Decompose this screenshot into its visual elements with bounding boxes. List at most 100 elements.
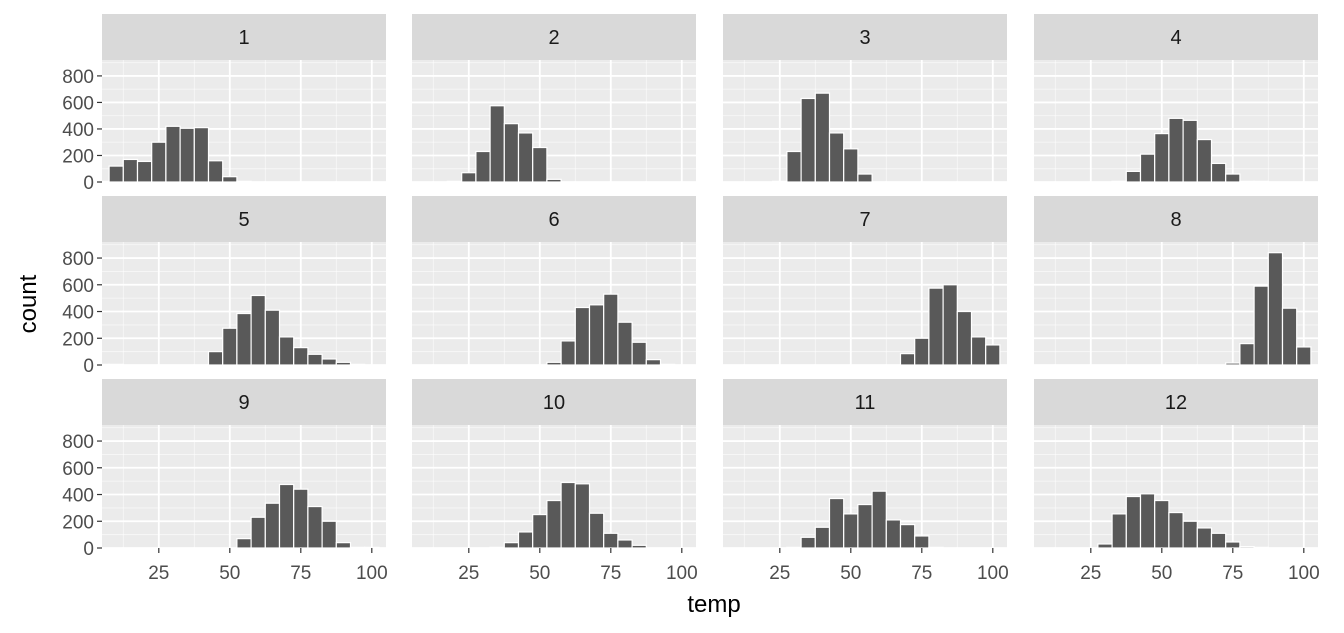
facet-strip <box>412 14 696 60</box>
histogram-bar <box>617 539 633 549</box>
histogram-bar <box>1196 138 1213 183</box>
histogram-bar <box>264 309 281 366</box>
facet-strip-label: 11 <box>855 392 876 414</box>
facet-panel-11: 11 25 50 75 100 <box>723 379 1009 584</box>
histogram-bar <box>786 150 802 183</box>
facet-strip <box>723 14 1007 60</box>
histogram-bar <box>461 172 477 183</box>
histogram-bar <box>364 546 380 549</box>
y-tick-label: 800 <box>62 249 94 270</box>
x-tick-label: 75 <box>911 563 932 584</box>
histogram-bar <box>871 490 887 549</box>
facet-strip <box>102 14 386 60</box>
y-tick-label: 800 <box>62 67 94 88</box>
histogram-bar <box>108 363 124 366</box>
histogram-bar <box>349 546 366 549</box>
facet-strip-label: 5 <box>238 209 249 231</box>
histogram-bar <box>800 97 816 183</box>
y-tick-label: 600 <box>62 93 94 114</box>
facet-strip-label: 9 <box>238 392 249 414</box>
facet-panel-6: 6 <box>412 196 696 366</box>
facet-strip <box>102 196 386 242</box>
facet-panel-4: 4 <box>1034 14 1318 183</box>
histogram-bar <box>857 503 873 549</box>
histogram-bar <box>899 524 916 549</box>
histogram-bar <box>307 353 323 366</box>
y-tick-label: 0 <box>83 539 94 560</box>
panel-background <box>412 60 696 182</box>
histogram-bar <box>1225 173 1241 183</box>
histogram-bar <box>885 519 902 549</box>
facet-strip-label: 3 <box>859 27 870 49</box>
histogram-bar <box>278 483 295 549</box>
histogram-bar <box>122 158 139 183</box>
histogram-bar <box>914 535 930 549</box>
histogram-bar <box>532 513 548 549</box>
histogram-bar <box>1296 346 1312 366</box>
y-tick-label: 400 <box>62 120 94 141</box>
histogram-bar <box>222 176 238 183</box>
x-tick-label: 100 <box>977 563 1009 584</box>
x-tick-label: 25 <box>458 563 479 584</box>
histogram-bar <box>307 505 323 549</box>
panel-background <box>102 425 386 548</box>
histogram-bar <box>928 287 944 366</box>
histogram-bar <box>659 363 676 366</box>
histogram-bar <box>899 353 916 366</box>
histogram-bar <box>236 538 252 549</box>
histogram-bar <box>1225 541 1241 549</box>
histogram-bar <box>151 141 167 183</box>
histogram-bar <box>546 178 562 183</box>
histogram-bar <box>928 546 944 549</box>
facet-strip-label: 2 <box>548 27 559 49</box>
histogram-bar <box>335 361 352 366</box>
facet-strip <box>412 196 696 242</box>
y-tick-label: 0 <box>83 173 94 194</box>
x-tick-label: 25 <box>769 563 790 584</box>
panel-background <box>412 242 696 365</box>
histogram-bar <box>645 359 662 366</box>
facet-strip-label: 12 <box>1165 392 1187 414</box>
histogram-bar <box>1139 153 1156 183</box>
histogram-bar <box>517 531 534 549</box>
histogram-bar <box>293 488 309 549</box>
histogram-bar <box>236 312 252 366</box>
histogram-bar <box>1111 180 1127 183</box>
histogram-bar <box>250 516 266 549</box>
histogram-bar <box>349 363 366 366</box>
x-tick-label: 100 <box>1288 563 1320 584</box>
histogram-bar <box>588 512 605 549</box>
x-axis-title: temp <box>687 591 740 618</box>
histogram-bar <box>828 497 845 549</box>
y-tick-label: 400 <box>62 486 94 507</box>
facet-strip <box>723 379 1007 425</box>
histogram-bar <box>1125 495 1142 549</box>
histogram-bar <box>321 358 337 366</box>
histogram-bar <box>914 337 930 366</box>
histogram-bar <box>1125 170 1142 183</box>
histogram-bar <box>101 363 110 366</box>
histogram-bar <box>101 180 110 183</box>
histogram-bar <box>1182 119 1198 183</box>
histogram-bar <box>843 513 859 549</box>
histogram-bar <box>165 125 181 183</box>
histogram-bar <box>446 180 463 183</box>
facet-strip <box>1034 379 1318 425</box>
y-tick-label: 200 <box>62 146 94 167</box>
y-tick-label: 600 <box>62 459 94 480</box>
facet-panel-10: 10 25 50 75 100 <box>412 379 698 584</box>
facet-panel-5: 5 0 200 400 600 800 <box>62 196 386 377</box>
histogram-bar <box>546 499 562 549</box>
x-tick-label: 25 <box>148 563 169 584</box>
histogram-bar <box>1253 285 1269 366</box>
histogram-bar <box>236 180 252 183</box>
histogram-bar <box>1225 362 1241 366</box>
histogram-bar <box>814 526 831 549</box>
histogram-bar <box>321 520 337 549</box>
y-tick-label: 400 <box>62 303 94 324</box>
histogram-bar <box>1239 343 1255 366</box>
histogram-bar <box>1210 532 1227 549</box>
histogram-bar <box>828 132 845 183</box>
